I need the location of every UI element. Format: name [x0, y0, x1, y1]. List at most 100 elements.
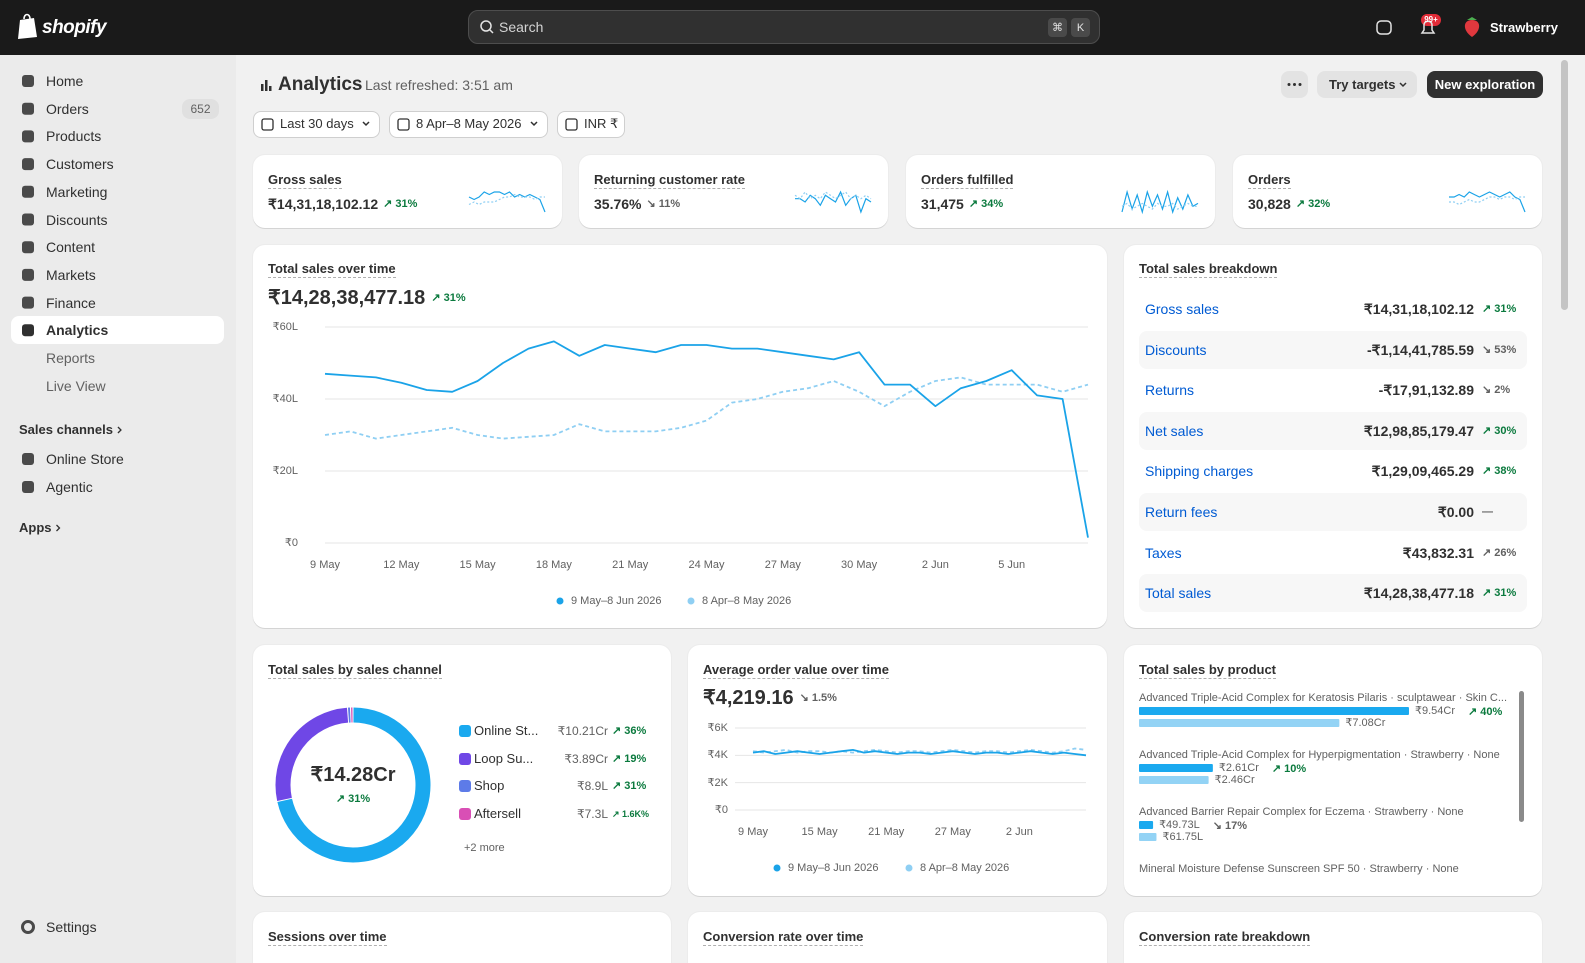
product-bar [1139, 707, 1409, 715]
channel-change: ↗ 31% [612, 780, 647, 793]
breakdown-value: ₹14,28,38,477.18 [1363, 585, 1474, 602]
shortcut-key [1048, 18, 1067, 37]
breakdown-label[interactable]: Total sales [1145, 585, 1212, 602]
nav-item[interactable]: Content [46, 239, 96, 256]
nav-icon [22, 75, 34, 87]
channel-name: Shop [474, 778, 505, 794]
x-tick-label: 27 May [764, 559, 801, 571]
bottom-card [253, 912, 671, 963]
nav-item[interactable]: Analytics [46, 322, 109, 339]
card-title: Conversion rate breakdown [1139, 929, 1311, 946]
kpi-label: Orders fulfilled [921, 172, 1014, 189]
section-heading[interactable]: Sales channels [19, 422, 113, 437]
product-change: ↘ 17% [1212, 820, 1248, 832]
breakdown-label[interactable]: Returns [1145, 382, 1195, 399]
channel-name: Online St... [474, 723, 539, 738]
x-tick-label: 2 Jun [921, 559, 949, 571]
breakdown-label[interactable]: Discounts [1145, 341, 1207, 358]
shortcut-key-label: ⌘ [1052, 22, 1063, 34]
nav-item[interactable]: Customers [46, 156, 114, 173]
chevron-icon [56, 524, 61, 532]
analytics-icon [269, 86, 272, 91]
nav-item[interactable]: Marketing [46, 183, 108, 200]
legend-label: 9 May–8 Jun 2026 [788, 862, 879, 874]
line-series [752, 747, 1087, 754]
try-targets-button[interactable] [1317, 71, 1417, 98]
filter-button[interactable] [389, 111, 548, 138]
breakdown-label[interactable]: Shipping charges [1145, 463, 1254, 480]
more-channels[interactable]: +2 more [464, 842, 505, 854]
last-refreshed: Last refreshed: 3:51 am [365, 77, 513, 93]
breakdown-change: ↗ 38% [1482, 465, 1517, 478]
breakdown-label[interactable]: Gross sales [1145, 301, 1219, 317]
x-tick-label: 5 Jun [998, 559, 1026, 571]
sparkline [1121, 202, 1198, 210]
kpi-change: ↗ 32% [1295, 198, 1331, 210]
sparkline [795, 190, 872, 214]
nav-item[interactable]: Settings [46, 919, 97, 935]
channel-icon [22, 453, 34, 465]
x-tick-label: 15 May [459, 559, 496, 571]
section-heading[interactable]: Apps [19, 520, 52, 535]
legend-label: 8 Apr–8 May 2026 [920, 862, 1010, 874]
filter-button[interactable] [253, 111, 380, 138]
product-value-label: ₹61.75L [1162, 831, 1204, 843]
kpi-card[interactable] [579, 155, 888, 228]
kpi-label: Returning customer rate [594, 172, 745, 189]
breakdown-label[interactable]: Net sales [1145, 422, 1204, 439]
nav-active-bg[interactable] [11, 316, 224, 345]
filter-label: 8 Apr–8 May 2026 [416, 116, 522, 131]
x-tick-label: 21 May [612, 559, 649, 571]
nav-item[interactable]: Orders [46, 100, 89, 117]
product-bar [1139, 719, 1340, 727]
product-change: ↗ 40% [1467, 706, 1503, 718]
channel-icon [22, 481, 34, 493]
breakdown-label[interactable]: Taxes [1145, 544, 1182, 561]
store-name[interactable]: Strawberry [1490, 20, 1558, 35]
breakdown-label[interactable]: Return fees [1145, 504, 1218, 520]
breakdown-change: ↘ 53% [1482, 343, 1517, 356]
nav-item[interactable]: Products [46, 128, 102, 145]
new-exploration-button[interactable] [1427, 71, 1543, 98]
card-value: ₹4,219.16 [703, 687, 794, 709]
chevron-icon [362, 121, 370, 127]
kpi-card[interactable] [1233, 155, 1542, 228]
x-tick-label: 9 May [310, 559, 340, 571]
x-tick-label: 15 May [801, 826, 838, 838]
legend-swatch [905, 864, 913, 872]
nav-item[interactable]: Online Store [46, 451, 124, 467]
product-bar [1139, 776, 1209, 784]
channel-name: Aftersell [474, 806, 521, 822]
card-value: ₹14,28,38,477.18 [268, 287, 426, 309]
nav-icon [22, 213, 34, 226]
nav-item[interactable]: Markets [46, 266, 96, 283]
filter-label: INR ₹ [584, 116, 619, 131]
nav-subitem[interactable]: Reports [46, 350, 96, 366]
filter-button[interactable] [557, 111, 625, 138]
kpi-card[interactable] [906, 155, 1215, 228]
channel-value: ₹10.21Cr [557, 724, 608, 738]
product-bar [1139, 833, 1157, 841]
line-series [324, 376, 1089, 440]
nav-item[interactable]: Agentic [46, 479, 93, 495]
kpi-card[interactable] [253, 155, 562, 228]
nav-count: 652 [190, 101, 211, 116]
nav-icon [22, 185, 34, 198]
nav-subitem[interactable]: Live View [46, 378, 106, 394]
store-avatar [1464, 20, 1480, 37]
nav-item[interactable]: Home [46, 73, 84, 89]
legend-swatch [459, 780, 471, 793]
nav-item[interactable]: Discounts [46, 211, 108, 228]
product-value-label: ₹7.08Cr [1345, 717, 1386, 729]
card-title: Conversion rate over time [703, 929, 864, 946]
breakdown-row-bg [1139, 574, 1527, 613]
legend-swatch [459, 725, 471, 737]
search-icon [480, 20, 492, 32]
search-box[interactable] [468, 10, 1100, 44]
nav-item[interactable]: Finance [46, 294, 96, 311]
product-value-label: ₹2.46Cr [1214, 774, 1255, 786]
sparkline [1449, 191, 1526, 213]
breakdown-value: ₹12,98,85,179.47 [1363, 422, 1474, 439]
